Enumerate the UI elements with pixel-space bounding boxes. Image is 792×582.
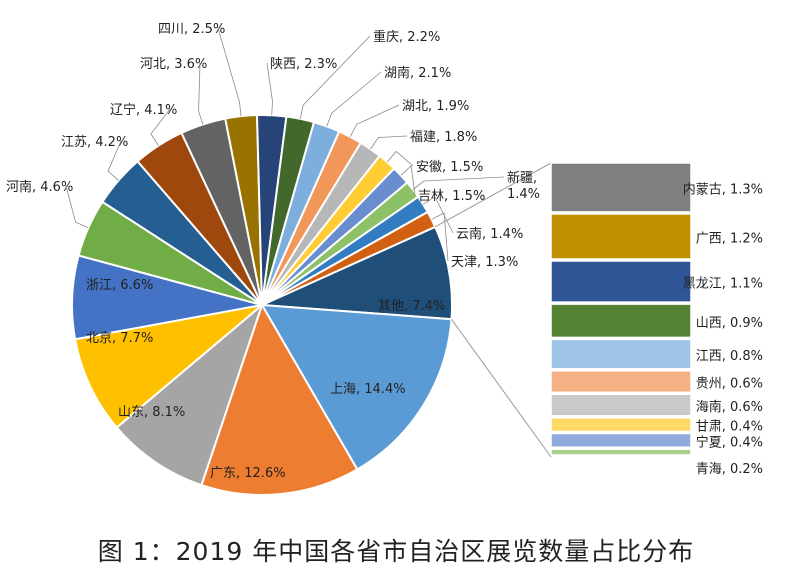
slice-label-e6b19fe88b8f: 江苏, 4.2% [61,134,128,150]
bar-label-e99d92e6b5b7: 青海, 0.2% [696,462,763,477]
leader-line-e59089e69e97 [400,164,416,196]
bar-segment-e5b9bfe8a5bf [550,213,692,260]
bar-label-e8b4b5e5b79e: 贵州, 0.6% [696,377,763,392]
bar-segment-e79498e88283 [550,417,692,433]
other-breakdown-bar [550,162,692,456]
bar-label-e5ae81e5a48f: 宁夏, 0.4% [696,434,763,450]
slice-label-e9878de5ba86: 重庆, 2.2% [373,29,440,45]
slice-label-e5a4a9e6b4a5: 天津, 1.3% [451,255,518,270]
pie-slice-e4b88ae6b5b7 [260,303,453,471]
bar-label-e58685e89299e58fa4: 内蒙古, 1.3% [683,182,763,198]
leader-line-e8bebde5ae81 [150,108,171,146]
leader-line-e9878de5ba86 [299,35,371,119]
leader-line-e6b2b3e58c97 [198,62,204,125]
pie-slice-e58c97e4baac [73,303,266,429]
slice-label-e6b996e58c97: 湖北, 1.9% [402,99,469,114]
slice-label-e6b2b3e58c97: 河北, 3.6% [140,57,207,72]
bar-label-e5b9bfe8a5bf: 广西, 1.2% [696,232,763,247]
leader-line-e696b0e79686 [412,176,505,190]
leader-line-e5ae89e5bebd [386,150,414,167]
bar-segment-e8b4b5e5b79e [550,370,692,394]
pie-slice-e5b1b1e4b89c [115,301,265,487]
slice-label-e59b9be5b79d: 四川, 2.5% [158,22,225,37]
bar-label-e79498e88283: 甘肃, 0.4% [696,420,763,435]
connector-line-bottom [451,318,552,458]
slice-label-e6b996e58d97: 湖南, 2.1% [384,65,451,81]
leader-line-e59b9be5b79d [217,27,242,117]
leader-line-e6b2b3e58d97 [65,185,89,229]
bar-label-e9bb91e9be99e6b19f: 黑龙江, 1.1% [683,277,763,292]
bar-label-e6b5b7e58d97: 海南, 0.6% [696,399,763,415]
leader-line-e6b19fe88b8f [107,140,122,181]
slice-label-e7a68fe5bbba: 福建, 1.8% [410,130,477,145]
slice-label-e5b1b1e4b89c: 山东, 8.1% [118,405,185,420]
chart-caption: 图 1：2019 年中国各省市自治区展览数量占比分布 [97,537,695,566]
slice-label-e696b0e79686: 新疆, 1.4% [507,170,540,202]
bar-segment-e6b19fe8a5bf [550,338,692,370]
slice-label-e99995e8a5bf: 陕西, 2.3% [270,57,337,72]
pie-connector-lines [434,162,552,458]
bar-segment-e9bb91e9be99e6b19f [550,260,692,303]
bar-segment-e6b5b7e58d97 [550,393,692,417]
bar-label-e6b19fe8a5bf: 江西, 0.8% [696,349,763,364]
pie-slice-e5b9bfe4b89c [200,302,359,496]
slice-label-e8bebde5ae81: 辽宁, 4.1% [110,102,177,118]
pie-slice-e585b6e4bb96 [261,225,453,321]
pie-of-pie-chart: 其他, 7.4% 上海, 14.4% 广东, 12.6% 山东, 8.1% 北京, 7.… [6,22,763,496]
leader-line-e5a4a9e6b4a5 [431,212,449,262]
connector-line-top [434,162,552,228]
bar-segment-e58685e89299e58fa4 [550,162,692,213]
leader-line-e99995e8a5bf [266,62,273,116]
bar-segment-e99d92e6b5b7 [550,448,692,456]
slice-label-e585b6e4bb96: 其他, 7.4% [378,299,445,314]
leader-line-e4ba91e58d97 [422,196,454,234]
slice-label-e4b88ae6b5b7: 上海, 14.4% [330,382,406,397]
slice-label-e4ba91e58d97: 云南, 1.4% [456,226,523,242]
slice-label-e5ae89e5bebd: 安徽, 1.5% [416,160,483,175]
bar-segment-e5b1b1e8a5bf [550,303,692,339]
slice-label-e5b9bfe4b89c: 广东, 12.6% [210,466,286,481]
slice-label-e59089e69e97: 吉林, 1.5% [418,189,485,204]
bar-label-e5b1b1e8a5bf: 山西, 0.9% [696,316,763,331]
slice-label-e6b2b3e58d97: 河南, 4.6% [6,179,73,195]
leader-line-e7a68fe5bbba [370,135,408,150]
slice-label-e6b599e6b19f: 浙江, 6.6% [86,278,153,293]
bar-segment-e5ae81e5a48f [550,432,692,448]
leader-line-e6b996e58c97 [349,104,400,137]
slice-label-e58c97e4baac: 北京, 7.7% [86,331,153,346]
leader-line-e6b996e58d97 [326,71,382,127]
data-labels: 其他, 7.4% 上海, 14.4% 广东, 12.6% 山东, 8.1% 北京, 7.… [6,22,763,481]
